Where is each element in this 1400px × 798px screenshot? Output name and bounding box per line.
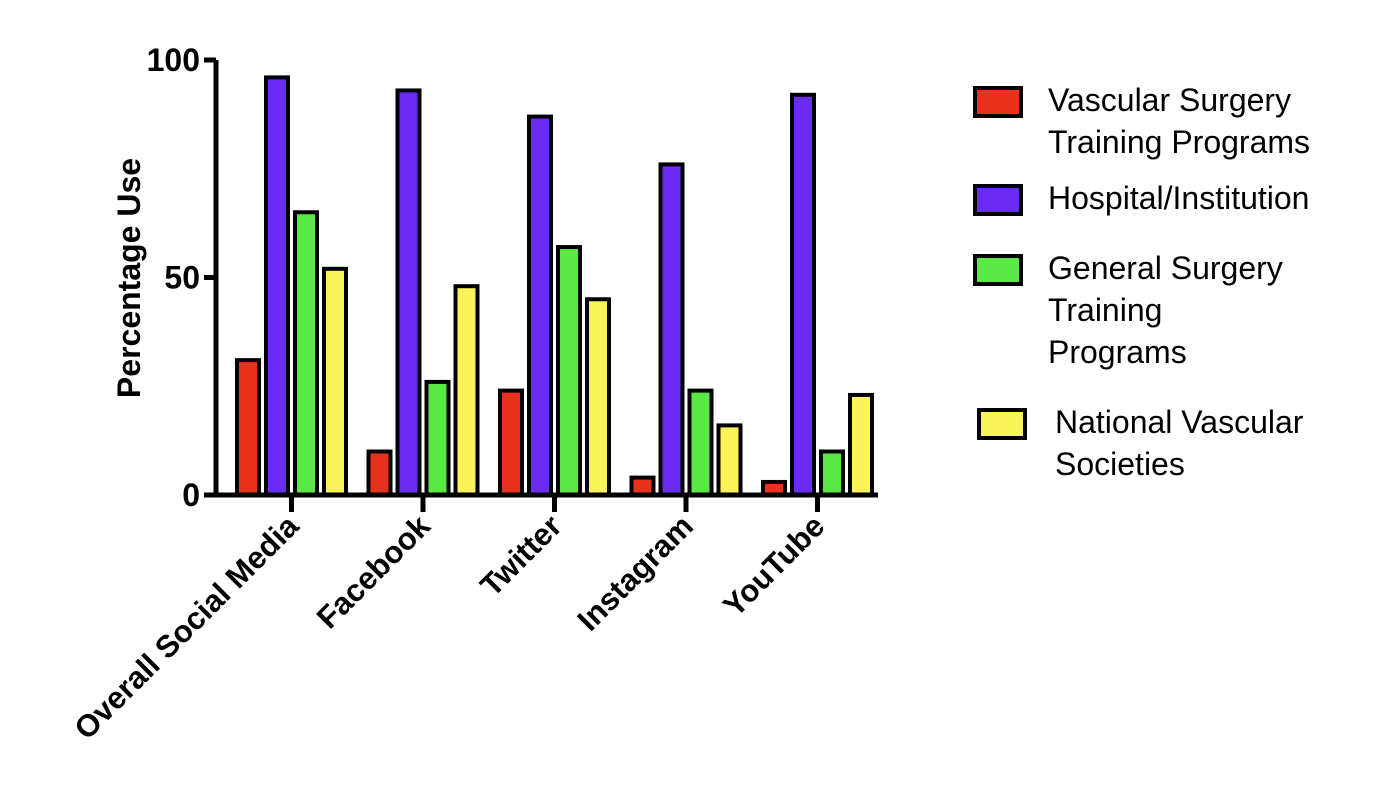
y-ticks-group: 0 50 100 xyxy=(147,42,216,513)
bars-group xyxy=(235,75,874,498)
legend-label: Hospital/Institution xyxy=(1048,180,1309,216)
legend-label: National Vascular xyxy=(1055,404,1304,440)
bar xyxy=(819,449,845,497)
x-category-label: Facebook xyxy=(310,508,438,636)
y-tick-label: 100 xyxy=(147,42,200,78)
bar xyxy=(790,92,816,498)
bar xyxy=(498,388,524,498)
bar xyxy=(235,358,261,497)
x-category-label: Twitter xyxy=(473,508,568,603)
bar xyxy=(366,449,393,497)
x-categories-group: Overall Social Media Facebook Twitter Insta… xyxy=(67,495,831,746)
bar xyxy=(453,284,480,498)
bar xyxy=(716,423,743,497)
bar xyxy=(687,388,714,498)
y-axis-title: Percentage Use xyxy=(111,158,147,398)
legend-swatch xyxy=(973,184,1023,216)
bar xyxy=(264,75,290,498)
legend-label: Programs xyxy=(1048,334,1187,370)
x-category-label: YouTube xyxy=(716,508,831,623)
legend-label: Vascular Surgery xyxy=(1048,82,1291,118)
legend-swatch xyxy=(973,86,1023,118)
legend-label: Training xyxy=(1048,292,1162,328)
y-tick-label: 50 xyxy=(164,260,200,296)
legend-swatch xyxy=(977,408,1027,440)
legend: Vascular Surgery Training Programs Hospita… xyxy=(973,82,1310,482)
legend-label: Societies xyxy=(1055,446,1185,482)
bar xyxy=(424,379,451,497)
bar xyxy=(629,475,656,498)
legend-swatch xyxy=(973,254,1023,286)
bar xyxy=(395,88,422,497)
bar xyxy=(293,210,319,497)
bar xyxy=(556,245,582,497)
y-tick-label: 0 xyxy=(182,477,200,513)
bar xyxy=(322,266,348,497)
bar xyxy=(527,114,553,498)
legend-label: Training Programs xyxy=(1048,124,1310,160)
x-category-label: Overall Social Media xyxy=(67,508,305,746)
legend-label: General Surgery xyxy=(1048,250,1283,286)
bar xyxy=(585,297,611,497)
bar xyxy=(848,392,874,498)
x-category-label: Instagram xyxy=(570,508,700,638)
bar xyxy=(658,162,685,497)
